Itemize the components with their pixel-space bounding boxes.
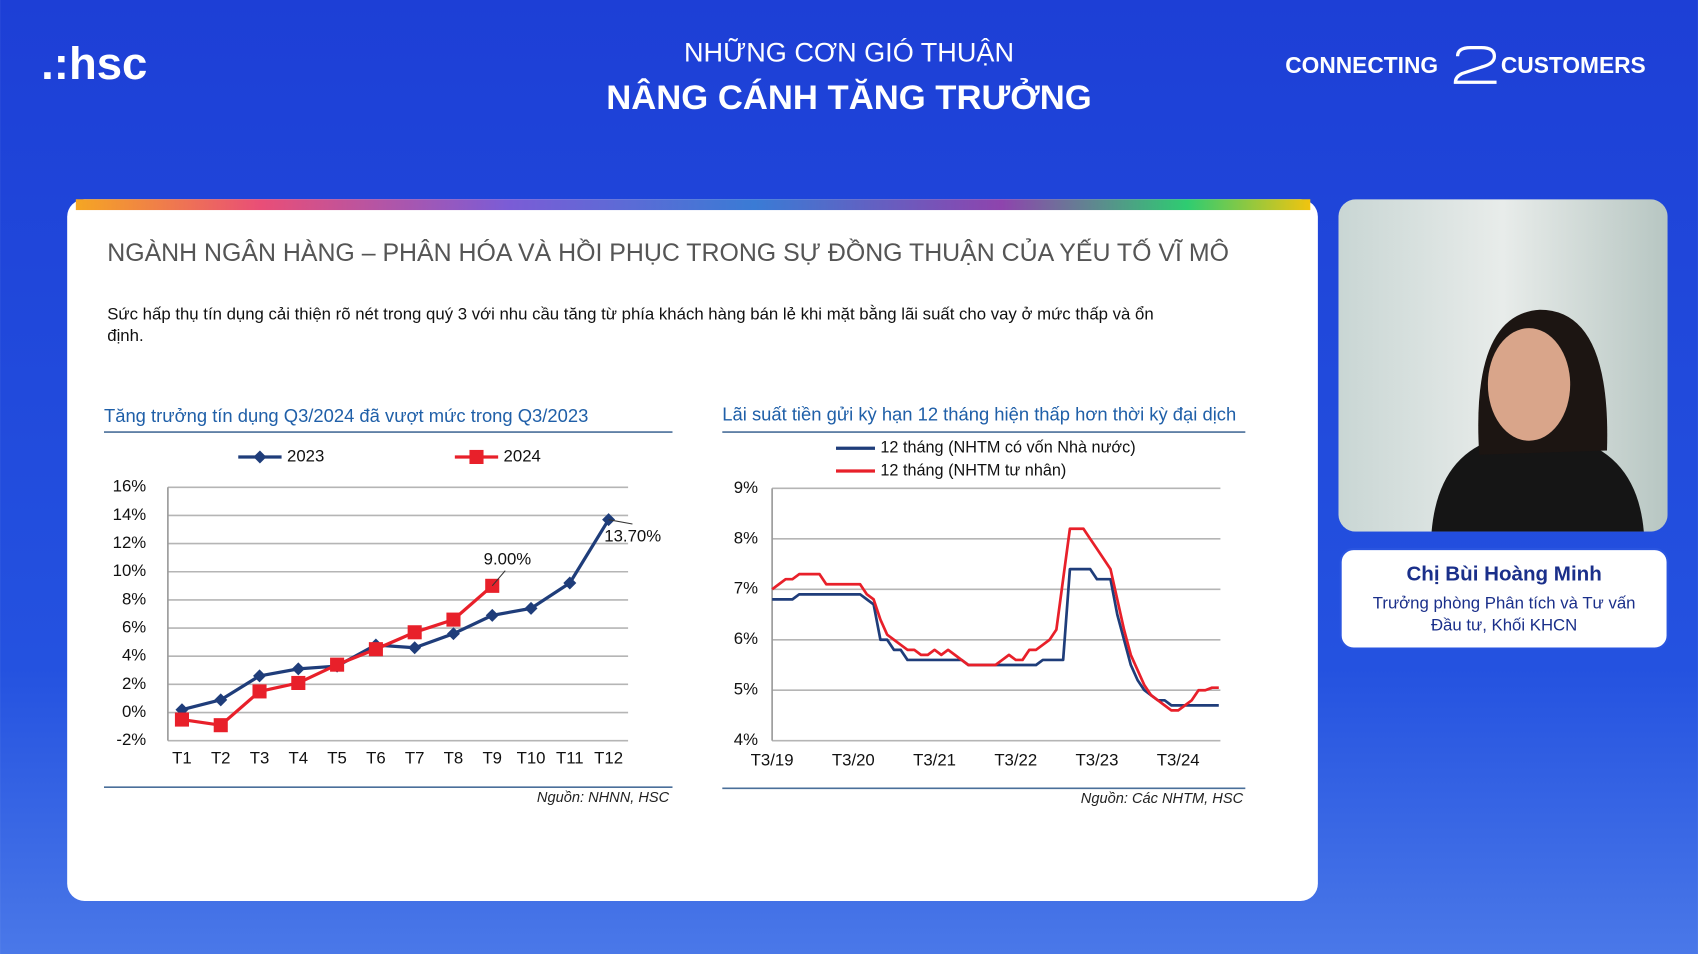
y-tick-label: 0% bbox=[122, 702, 146, 721]
point bbox=[253, 669, 267, 683]
x-tick-label: T7 bbox=[405, 749, 425, 768]
y-tick-label: 8% bbox=[122, 589, 146, 608]
x-tick-label: T4 bbox=[289, 749, 309, 768]
legend-label: 12 tháng (NHTM có vốn Nhà nước) bbox=[880, 439, 1135, 457]
point bbox=[524, 601, 538, 615]
legend-label: 2024 bbox=[504, 446, 541, 465]
x-tick-label: T8 bbox=[444, 749, 464, 768]
logo: .:hsc bbox=[41, 38, 147, 89]
x-tick-label: T6 bbox=[366, 749, 386, 768]
point bbox=[563, 576, 577, 590]
slide-text: Sức hấp thụ tín dụng cải thiện rõ nét tr… bbox=[107, 305, 1153, 324]
series-line bbox=[771, 527, 1219, 712]
x-tick-label: T3/19 bbox=[751, 751, 794, 770]
series-line bbox=[181, 518, 610, 712]
event-subtitle: NÂNG CÁNH TĂNG TRƯỞNG bbox=[606, 77, 1092, 117]
tagline: CUSTOMERS bbox=[1501, 52, 1646, 78]
y-tick-label: 12% bbox=[113, 533, 147, 552]
chart-source: Nguồn: Các NHTM, HSC bbox=[1081, 791, 1244, 807]
x-tick-label: T1 bbox=[172, 749, 192, 768]
y-tick-label: 4% bbox=[734, 730, 758, 749]
point bbox=[446, 612, 461, 627]
y-tick-label: 10% bbox=[113, 561, 147, 580]
y-tick-label: 8% bbox=[734, 528, 758, 547]
speaker-role: Đầu tư, Khối KHCN bbox=[1431, 615, 1577, 634]
speaker-face bbox=[1487, 328, 1571, 441]
tagline: CONNECTING bbox=[1285, 52, 1438, 78]
x-tick-label: T12 bbox=[594, 749, 623, 768]
point bbox=[213, 718, 228, 733]
slide-text: định. bbox=[107, 326, 143, 345]
event-title: NHỮNG CƠN GIÓ THUẬN bbox=[684, 36, 1014, 67]
rainbow-stripe bbox=[75, 199, 1311, 211]
point bbox=[408, 641, 422, 655]
speaker-card bbox=[1339, 547, 1669, 650]
y-tick-label: 6% bbox=[122, 617, 146, 636]
x-tick-label: T3/20 bbox=[832, 751, 875, 770]
x-tick-label: T2 bbox=[211, 749, 231, 768]
x-tick-label: T3/24 bbox=[1157, 751, 1200, 770]
slide-heading: NGÀNH NGÂN HÀNG – PHÂN HÓA VÀ HỒI PHỤC T… bbox=[107, 237, 1229, 267]
speaker-video bbox=[1338, 199, 1668, 532]
point bbox=[407, 625, 422, 640]
y-tick-label: 14% bbox=[113, 505, 147, 524]
slide-card bbox=[67, 199, 1318, 901]
x-tick-label: T11 bbox=[556, 749, 584, 768]
x-tick-label: T3/23 bbox=[1076, 751, 1119, 770]
label-leader bbox=[608, 519, 633, 525]
chart-title: Tăng trưởng tín dụng Q3/2024 đã vượt mức… bbox=[104, 405, 588, 426]
y-tick-label: 7% bbox=[734, 579, 758, 598]
y-tick-label: 4% bbox=[122, 646, 146, 665]
y-tick-label: -2% bbox=[116, 730, 146, 749]
data-label: 9.00% bbox=[484, 549, 532, 568]
point bbox=[368, 642, 383, 657]
x-tick-label: T3/22 bbox=[994, 751, 1037, 770]
point bbox=[330, 657, 345, 672]
x-tick-label: T10 bbox=[517, 749, 546, 768]
point bbox=[214, 693, 228, 707]
point bbox=[291, 675, 306, 690]
legend-label: 2023 bbox=[287, 446, 324, 465]
point bbox=[252, 684, 267, 699]
speaker-body bbox=[1431, 438, 1644, 532]
logo-two bbox=[1453, 46, 1497, 84]
y-tick-label: 5% bbox=[734, 680, 758, 699]
x-tick-label: T5 bbox=[327, 749, 347, 768]
y-tick-label: 16% bbox=[113, 477, 147, 496]
chart-title: Lãi suất tiền gửi kỳ hạn 12 tháng hiện t… bbox=[722, 404, 1236, 425]
x-tick-label: T3/21 bbox=[913, 751, 956, 770]
speaker-name: Chị Bùi Hoàng Minh bbox=[1406, 562, 1601, 585]
speaker-role: Trưởng phòng Phân tích và Tư vấn bbox=[1373, 594, 1636, 613]
x-tick-label: T9 bbox=[482, 749, 502, 768]
y-tick-label: 2% bbox=[122, 674, 146, 693]
label-leader bbox=[491, 570, 506, 587]
y-tick-label: 6% bbox=[734, 629, 758, 648]
chart-source: Nguồn: NHNN, HSC bbox=[537, 790, 670, 806]
point bbox=[174, 712, 189, 727]
legend-label: 12 tháng (NHTM tư nhân) bbox=[880, 461, 1066, 479]
data-label: 13.70% bbox=[604, 526, 661, 545]
y-tick-label: 9% bbox=[734, 478, 758, 497]
point bbox=[469, 449, 484, 465]
x-tick-label: T3 bbox=[250, 749, 270, 768]
point bbox=[602, 513, 616, 527]
